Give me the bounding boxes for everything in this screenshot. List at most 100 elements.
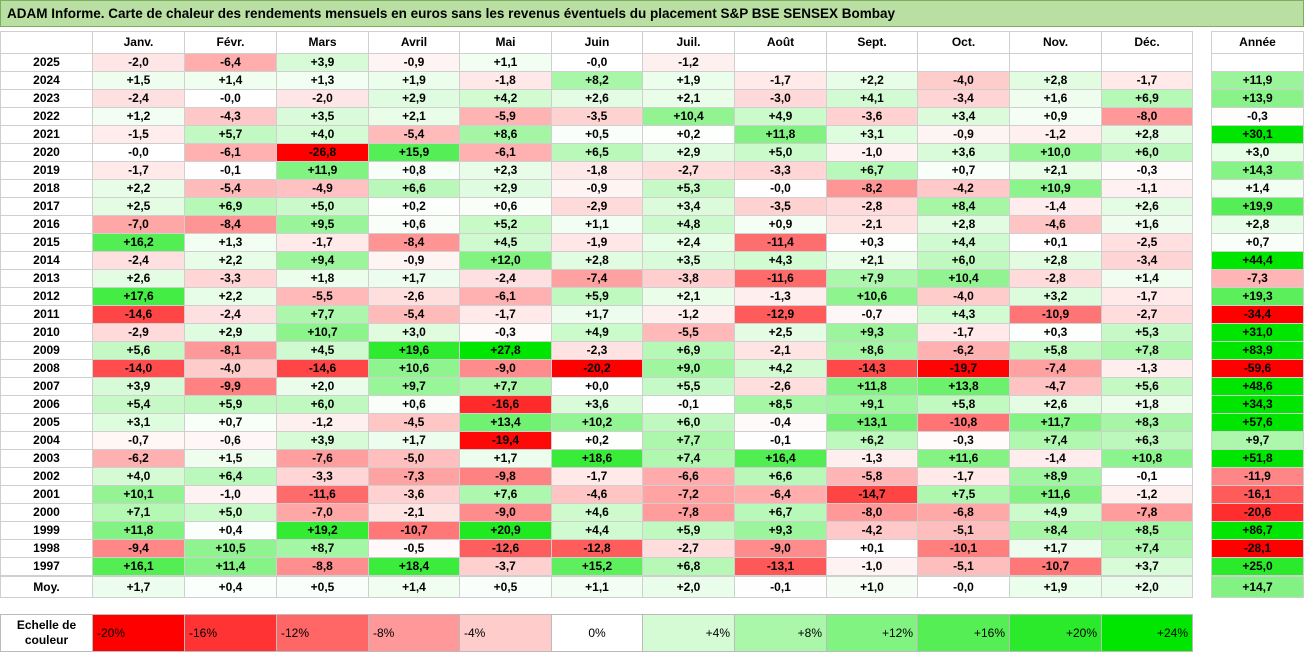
annual-row: -20,6 (1211, 503, 1304, 522)
heatmap-cell: -1,3 (826, 449, 918, 468)
heatmap-cell: -6,4 (184, 53, 277, 72)
annual-cell: -59,6 (1211, 359, 1304, 378)
table-row: 2023 -2,4 -0,0 -2,0 +2,9 +4,2 +2,6 +2,1 -3,0 +4,1… (0, 89, 1193, 108)
heatmap-cell: -4,9 (276, 179, 369, 198)
annual-header: Année (1211, 31, 1304, 54)
heatmap-cell: -0,1 (184, 161, 277, 180)
heatmap-cell: -3,7 (459, 557, 552, 577)
year-label: 2019 (0, 161, 93, 180)
annual-cell: +34,3 (1211, 395, 1304, 414)
heatmap-cell: +2,8 (917, 215, 1010, 234)
heatmap-cell: +3,0 (368, 323, 460, 342)
heatmap-cell: -8,4 (368, 233, 460, 252)
annual-cell: -34,4 (1211, 305, 1304, 324)
table-row: 2020 -0,0 -6,1 -26,8 +15,9 -6,1 +6,5 +2,9 +5,0 -1… (0, 143, 1193, 162)
heatmap-cell: -6,1 (459, 143, 552, 162)
month-header: Mai (459, 31, 552, 54)
heatmap-cell: +6,2 (826, 431, 918, 450)
heatmap-cell: -3,0 (734, 89, 827, 108)
heatmap-cell: +2,4 (642, 233, 735, 252)
annual-row (1211, 53, 1304, 72)
heatmap-cell: +2,2 (826, 71, 918, 90)
table-row: 2007 +3,9 -9,9 +2,0 +9,7 +7,7 +0,0 +5,5 -2,6 +11,… (0, 377, 1193, 396)
heatmap-cell: -6,2 (917, 341, 1010, 360)
annual-row: +25,0 (1211, 557, 1304, 577)
table-row: 2021 -1,5 +5,7 +4,0 -5,4 +8,6 +0,5 +0,2 +11,8 +3,… (0, 125, 1193, 144)
heatmap-cell: +2,9 (642, 143, 735, 162)
month-header: Nov. (1009, 31, 1102, 54)
heatmap-cell: +0,8 (368, 161, 460, 180)
heatmap-cell: +0,2 (368, 197, 460, 216)
heatmap-cell: +1,7 (368, 431, 460, 450)
heatmap-cell: +5,5 (642, 377, 735, 396)
annual-row: +3,0 (1211, 143, 1304, 162)
heatmap-cell: -2,9 (551, 197, 643, 216)
heatmap-cell: +3,9 (276, 431, 369, 450)
heatmap-cell: +0,4 (184, 521, 277, 540)
heatmap-cell: -8,2 (826, 179, 918, 198)
heatmap-cell: -2,3 (551, 341, 643, 360)
heatmap-cell: +5,6 (92, 341, 185, 360)
heatmap-cell: +10,2 (551, 413, 643, 432)
heatmap-cell: +4,9 (1009, 503, 1102, 522)
heatmap-cell: -2,1 (826, 215, 918, 234)
heatmap-cell: +7,6 (459, 485, 552, 504)
heatmap-cell: -1,3 (734, 287, 827, 306)
heatmap-cell: -9,0 (734, 539, 827, 558)
heatmap-cell: +10,7 (276, 323, 369, 342)
heatmap-cell: -10,7 (1009, 557, 1102, 577)
heatmap-cell: +4,9 (551, 323, 643, 342)
corner-cell (0, 31, 93, 54)
heatmap-cell: +0,1 (826, 539, 918, 558)
heatmap-cell: -2,1 (368, 503, 460, 522)
heatmap-cell: -5,9 (459, 107, 552, 126)
table-row: 2017 +2,5 +6,9 +5,0 +0,2 +0,6 -2,9 +3,4 -3,5 -2,8… (0, 197, 1193, 216)
heatmap-cell: -1,7 (734, 71, 827, 90)
year-label: 2022 (0, 107, 93, 126)
heatmap-cell: +10,1 (92, 485, 185, 504)
year-label: 1997 (0, 557, 93, 577)
heatmap-cell: -0,0 (184, 89, 277, 108)
heatmap-cell: -2,0 (92, 53, 185, 72)
heatmap-cell: -1,2 (642, 53, 735, 72)
heatmap-cell: +11,4 (184, 557, 277, 577)
heatmap-cell: -7,4 (1009, 359, 1102, 378)
table-row: 2002 +4,0 +6,4 -3,3 -7,3 -9,8 -1,7 -6,6 +6,6 -5,8… (0, 467, 1193, 486)
heatmap-cell: -7,6 (276, 449, 369, 468)
heatmap-cell: -9,4 (92, 539, 185, 558)
heatmap-cell: +8,9 (1009, 467, 1102, 486)
heatmap-cell: +6,7 (826, 161, 918, 180)
heatmap-cell: +7,7 (459, 377, 552, 396)
month-header: Déc. (1101, 31, 1193, 54)
heatmap-cell: -12,9 (734, 305, 827, 324)
heatmap-cell: +1,1 (551, 215, 643, 234)
annual-cell: -11,9 (1211, 467, 1304, 486)
heatmap-cell: +1,4 (1101, 269, 1193, 288)
annual-header-row: Année (1211, 31, 1304, 54)
heatmap-cell: +6,0 (276, 395, 369, 414)
annual-row: +51,8 (1211, 449, 1304, 468)
heatmap-cell: -1,5 (92, 125, 185, 144)
month-header: Janv. (92, 31, 185, 54)
table-row: 2004 -0,7 -0,6 +3,9 +1,7 -19,4 +0,2 +7,7 -0,1 +6,… (0, 431, 1193, 450)
table-row: 2011 -14,6 -2,4 +7,7 -5,4 -1,7 +1,7 -1,2 -12,9 -0… (0, 305, 1193, 324)
heatmap-cell: +3,9 (92, 377, 185, 396)
heatmap-cell: +1,8 (1101, 395, 1193, 414)
year-label: 2020 (0, 143, 93, 162)
heatmap-cell: +4,1 (826, 89, 918, 108)
annual-row: +1,4 (1211, 179, 1304, 198)
heatmap-cell: -3,6 (368, 485, 460, 504)
heatmap-cell: +1,9 (368, 71, 460, 90)
year-label: 2005 (0, 413, 93, 432)
heatmap-cell: +8,6 (459, 125, 552, 144)
heatmap-cell: -16,6 (459, 395, 552, 414)
heatmap-cell: -0,0 (551, 53, 643, 72)
heatmap-cell: -8,4 (184, 215, 277, 234)
heatmap-cell: +4,5 (276, 341, 369, 360)
heatmap-cell: +4,5 (459, 233, 552, 252)
heatmap-cell: +0,9 (734, 215, 827, 234)
average-cell: +1,9 (1009, 575, 1102, 598)
heatmap-cell: +2,6 (1101, 197, 1193, 216)
heatmap-cell: -4,6 (551, 485, 643, 504)
annual-row: +11,9 (1211, 71, 1304, 90)
